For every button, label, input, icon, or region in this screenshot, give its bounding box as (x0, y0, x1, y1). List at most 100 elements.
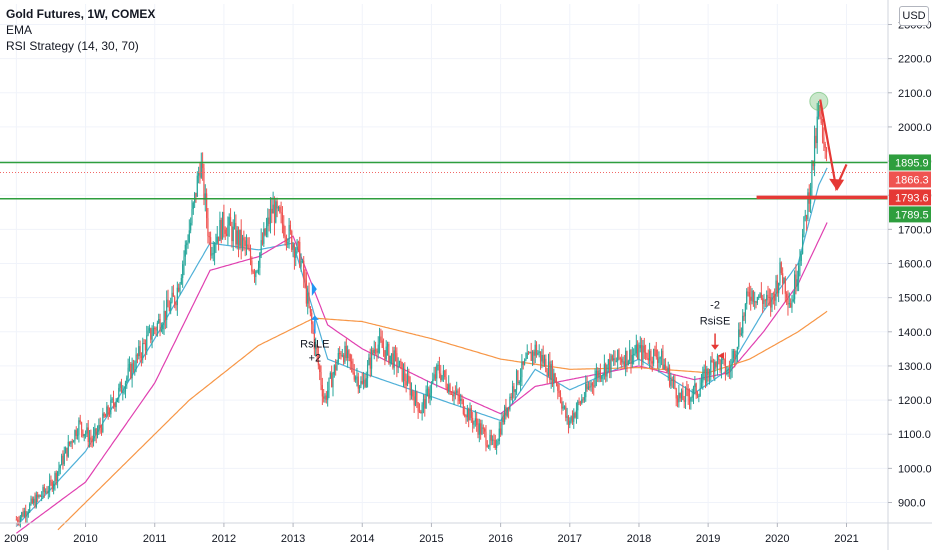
symbol-title[interactable]: Gold Futures, 1W, COMEX (6, 7, 156, 21)
candle-body-down (280, 212, 282, 214)
candle-body-down (68, 441, 71, 445)
candle-body-up (215, 242, 217, 245)
candle-body-down (95, 428, 97, 436)
price-tag-1866-3-label: 1866.3 (895, 174, 929, 186)
candle-body-down (37, 494, 39, 498)
candle-body-up (613, 358, 615, 361)
candle-body-up (615, 361, 617, 363)
candle-body-down (18, 521, 20, 523)
candle-body-up (356, 376, 358, 378)
candle-body-up (667, 367, 669, 372)
candle-body-down (143, 343, 145, 345)
candle-body-up (489, 434, 491, 446)
ema-fast-line (15, 167, 828, 527)
candle-body-up (658, 358, 660, 363)
price-tag-1866-3 (889, 171, 931, 188)
candle-body-up (147, 330, 149, 336)
candle-body-up (333, 365, 335, 375)
candle-body-up (518, 381, 520, 384)
candle-body-down (144, 343, 147, 351)
candle-body-up (277, 207, 280, 209)
candle-body-down (339, 353, 341, 355)
candle-body-up (163, 310, 165, 326)
rsi-strategy-legend-label[interactable]: RSI Strategy (14, 30, 70) (6, 39, 139, 53)
candle-body-up (727, 369, 729, 373)
candle-body-up (360, 381, 362, 387)
candle-body-up (744, 303, 746, 317)
candle-body-up (538, 351, 540, 354)
candle-body-down (750, 296, 752, 301)
candle-body-down (476, 418, 478, 426)
candle-body-down (664, 364, 667, 369)
price-axis[interactable]: 900.0 1000.0 1100.0 1200.0 1300.0 1400.0 1500.… (887, 0, 932, 550)
candle-body-up (716, 355, 719, 367)
candle-body-up (722, 358, 724, 360)
candle-body-down (517, 370, 519, 384)
candle-body-down (384, 350, 386, 360)
y-tick-label: 2200.0 (898, 54, 932, 66)
candle-body-down (468, 409, 470, 421)
candle-body-down (43, 486, 45, 493)
candle-body-up (799, 260, 801, 267)
candle-body-up (625, 350, 627, 367)
candle-body-down (139, 346, 141, 357)
candle-body-down (417, 402, 419, 412)
candle-body-down (91, 439, 93, 443)
candle-body-up (138, 346, 140, 357)
ema-legend-label[interactable]: EMA (6, 23, 33, 37)
candle-body-up (122, 391, 124, 393)
candle-body-up (504, 406, 506, 423)
horizontal-lines (0, 161, 888, 200)
candle-body-down (418, 411, 421, 413)
candle-body-up (547, 361, 550, 376)
candle-body-up (373, 349, 375, 354)
candle-body-up (720, 359, 723, 371)
candle-body-up (26, 514, 28, 517)
grid-lines (0, 4, 888, 523)
candle-body-up (460, 398, 462, 402)
candle-body-down (449, 384, 451, 394)
candle-body-down (408, 375, 410, 382)
candle-body-up (803, 216, 805, 235)
candle-body-down (340, 353, 342, 356)
candle-body-down (46, 491, 48, 494)
candle-body-down (597, 370, 599, 377)
candle-body-down (313, 332, 315, 350)
candle-body-up (663, 364, 665, 370)
candle-body-up (86, 427, 88, 434)
candle-body-down (25, 510, 27, 517)
candle-body-down (682, 390, 684, 400)
candle-body-down (688, 396, 691, 402)
candle-body-up (146, 335, 148, 351)
candle-body-up (263, 228, 265, 244)
candle-body-up (602, 374, 604, 377)
candle-body-up (453, 392, 455, 397)
candle-body-down (345, 345, 347, 359)
candle-body-up (422, 399, 425, 405)
candle-body-down (150, 328, 152, 340)
long-entry-arrow-head (310, 315, 319, 320)
time-axis[interactable]: 2009 2010 2011 2012 2013 2014 2015 2016 2017 2018… (0, 522, 932, 545)
candle-body-up (514, 389, 516, 392)
candle-body-down (643, 345, 645, 353)
candle-body-up (731, 358, 733, 369)
candle-body-down (500, 428, 502, 435)
candle-body-down (675, 388, 677, 399)
candle-body-down (82, 429, 84, 437)
candle-body-down (349, 354, 351, 362)
candle-body-down (533, 351, 535, 356)
candle-body-down (728, 369, 731, 371)
candle-body-down (686, 388, 688, 390)
candle-body-down (454, 392, 456, 394)
candle-body-up (35, 494, 37, 507)
candle-body-down (623, 361, 625, 367)
candle-body-up (703, 369, 705, 373)
currency-button[interactable]: USD (899, 6, 929, 26)
candle-body-up (236, 230, 238, 245)
candle-body-down (507, 407, 510, 410)
candle-body-up (53, 483, 55, 490)
candle-body-down (140, 356, 143, 359)
candle-body-up (617, 349, 619, 362)
candle-body-down (565, 406, 567, 418)
